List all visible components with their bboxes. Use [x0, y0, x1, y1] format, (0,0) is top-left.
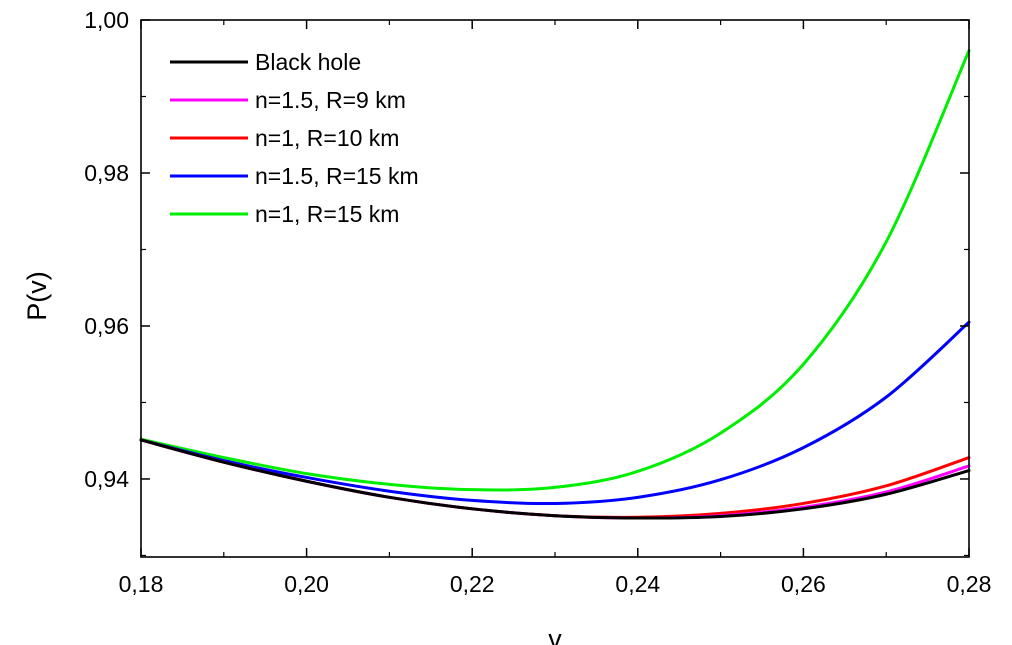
series-line-n-1-r-10-km [139, 438, 971, 519]
y-tick-label: 0,96 [84, 313, 129, 339]
series-line-n-1-5-r-9-km [139, 438, 971, 520]
series-line-n-1-r-15-km [139, 49, 971, 492]
series-line-n-1-5-r-15-km [139, 320, 971, 506]
legend-label: n=1, R=10 km [255, 125, 399, 151]
legend-label: n=1.5, R=15 km [255, 163, 419, 189]
legend-label: n=1.5, R=9 km [255, 87, 406, 113]
legend-label: Black hole [255, 49, 361, 75]
legend: Black hole n=1.5, R=9 km n=1, R=10 km n=1.5… [170, 49, 419, 227]
y-tick-label: 0,94 [84, 466, 129, 492]
axis-ticks: 0,18 0,20 0,22 0,24 0,26 0,28 0,94 0,96 0,98 1,00 [84, 7, 991, 597]
series-layer [139, 49, 971, 520]
y-axis-label: P(v) [22, 271, 52, 321]
x-tick-label: 0,20 [284, 571, 329, 597]
x-tick-label: 0,22 [450, 571, 495, 597]
legend-label: n=1, R=15 km [255, 201, 399, 227]
x-tick-label: 0,18 [119, 571, 164, 597]
x-axis-label: v [548, 624, 562, 645]
x-tick-label: 0,26 [781, 571, 826, 597]
series-line-black-hole [139, 438, 971, 520]
y-tick-label: 1,00 [84, 7, 129, 33]
x-tick-label: 0,28 [947, 571, 992, 597]
x-tick-label: 0,24 [615, 571, 660, 597]
y-tick-label: 0,98 [84, 160, 129, 186]
